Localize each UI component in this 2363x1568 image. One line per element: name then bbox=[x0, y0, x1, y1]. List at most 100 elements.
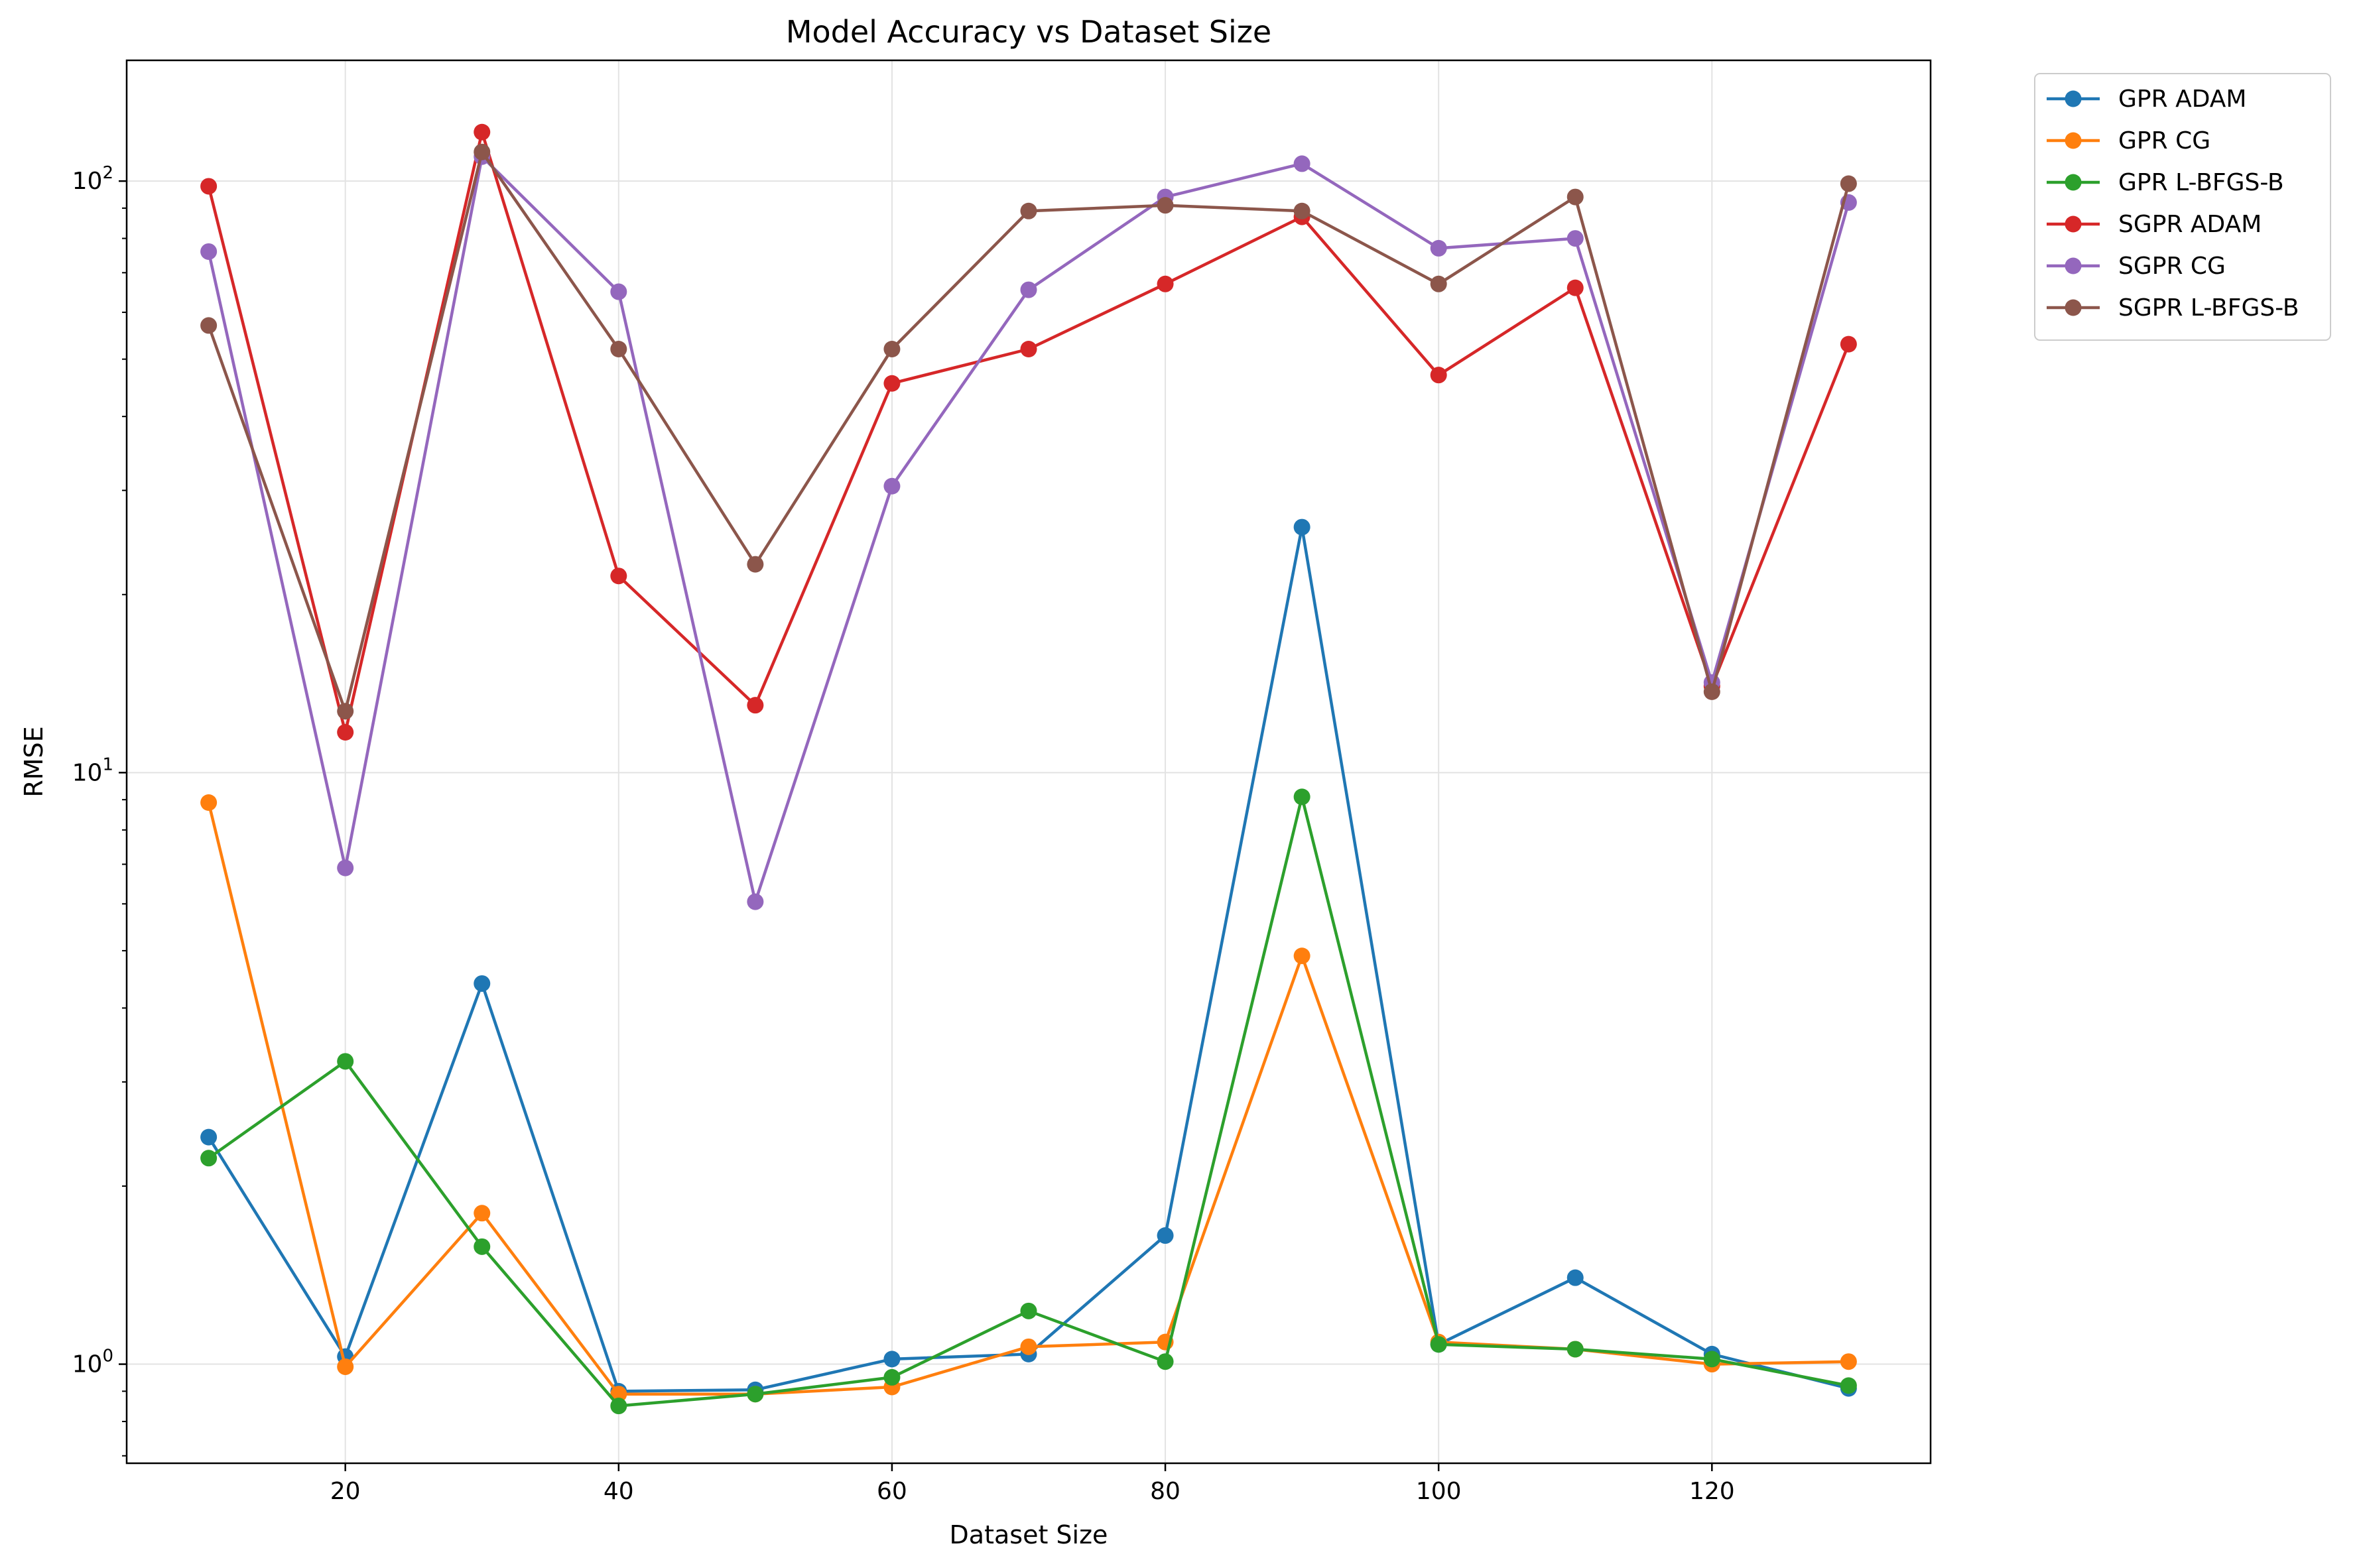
data-point bbox=[200, 178, 218, 195]
data-point bbox=[474, 143, 491, 160]
data-point bbox=[610, 341, 627, 358]
data-point bbox=[1566, 279, 1584, 296]
legend-label: SGPR ADAM bbox=[2118, 211, 2262, 238]
y-tick-exponent: 1 bbox=[102, 754, 113, 774]
data-point bbox=[1157, 197, 1174, 214]
legend-entry: GPR CG bbox=[2047, 127, 2210, 154]
data-point bbox=[1293, 155, 1310, 172]
data-point bbox=[883, 1368, 901, 1386]
data-point bbox=[1840, 1377, 1857, 1394]
data-point bbox=[1566, 1341, 1584, 1358]
legend-entry: SGPR CG bbox=[2047, 253, 2226, 280]
data-point bbox=[1430, 367, 1447, 384]
legend-entry: GPR L-BFGS-B bbox=[2047, 169, 2284, 196]
data-point bbox=[610, 1386, 627, 1403]
x-tick-label: 80 bbox=[1150, 1478, 1181, 1505]
chart-title: Model Accuracy vs Dataset Size bbox=[786, 14, 1271, 50]
data-point bbox=[1430, 1336, 1447, 1353]
grid bbox=[127, 60, 1931, 1463]
data-point bbox=[747, 697, 764, 714]
data-point bbox=[1840, 1353, 1857, 1370]
x-axis-label: Dataset Size bbox=[950, 1520, 1108, 1549]
data-point bbox=[883, 375, 901, 392]
data-point bbox=[747, 556, 764, 573]
data-point bbox=[1157, 1227, 1174, 1244]
y-tick-base: 10 bbox=[72, 168, 103, 195]
plot-area bbox=[125, 59, 1932, 1465]
x-tick-label: 120 bbox=[1689, 1478, 1735, 1505]
x-tick-label: 100 bbox=[1416, 1478, 1462, 1505]
legend-label: GPR ADAM bbox=[2118, 86, 2246, 113]
data-point bbox=[337, 703, 354, 720]
x-tick-label: 20 bbox=[330, 1478, 361, 1505]
legend: GPR ADAM GPR CG GPR L-BFGS-B SGPR ADAM SGPR … bbox=[2034, 73, 2331, 341]
data-point bbox=[883, 341, 901, 358]
y-tick-base: 10 bbox=[72, 1351, 103, 1378]
data-point bbox=[200, 1128, 218, 1146]
data-point bbox=[1566, 1269, 1584, 1286]
legend-swatch-marker bbox=[2065, 257, 2082, 274]
data-point bbox=[610, 568, 627, 585]
data-point bbox=[1020, 1302, 1037, 1319]
data-point bbox=[1293, 518, 1310, 536]
data-point bbox=[474, 1238, 491, 1255]
y-tick-label: 101 bbox=[72, 754, 113, 786]
data-point bbox=[200, 1150, 218, 1167]
series-layer bbox=[200, 123, 1857, 1415]
legend-swatch-marker bbox=[2065, 132, 2082, 149]
data-point bbox=[883, 1351, 901, 1368]
legend-entry: SGPR ADAM bbox=[2047, 211, 2262, 238]
data-point bbox=[200, 794, 218, 811]
legend-label: GPR L-BFGS-B bbox=[2118, 169, 2284, 196]
data-point bbox=[1840, 335, 1857, 353]
y-axis-label: RMSE bbox=[19, 726, 48, 797]
data-point bbox=[200, 243, 218, 260]
series-sgpr-l-bfgs-b bbox=[200, 143, 1857, 720]
legend-label: SGPR L-BFGS-B bbox=[2118, 294, 2299, 322]
y-tick-base: 10 bbox=[72, 759, 103, 786]
legend-swatch-marker bbox=[2065, 90, 2082, 107]
data-point bbox=[1293, 947, 1310, 965]
y-tick-label: 102 bbox=[72, 163, 113, 195]
data-point bbox=[474, 1205, 491, 1222]
legend-label: GPR CG bbox=[2118, 127, 2210, 154]
legend-swatch-marker bbox=[2065, 299, 2082, 316]
legend-swatch-marker bbox=[2065, 215, 2082, 233]
legend-frame bbox=[2034, 73, 2331, 341]
data-point bbox=[610, 283, 627, 300]
legend-entry: SGPR L-BFGS-B bbox=[2047, 294, 2299, 322]
y-tick-exponent: 0 bbox=[102, 1347, 113, 1366]
data-point bbox=[883, 477, 901, 495]
data-point bbox=[1703, 683, 1720, 700]
y-tick-label: 100 bbox=[72, 1347, 113, 1378]
data-point bbox=[474, 975, 491, 992]
data-point bbox=[1566, 230, 1584, 247]
data-point bbox=[337, 724, 354, 741]
y-tick-exponent: 2 bbox=[102, 163, 113, 183]
data-point bbox=[1430, 239, 1447, 257]
data-point bbox=[747, 1386, 764, 1403]
data-point bbox=[1430, 275, 1447, 292]
data-point bbox=[337, 1053, 354, 1070]
data-point bbox=[337, 859, 354, 876]
x-tick-label: 60 bbox=[877, 1478, 907, 1505]
data-point bbox=[474, 123, 491, 141]
data-point bbox=[1020, 281, 1037, 298]
data-point bbox=[1566, 188, 1584, 206]
data-point bbox=[610, 1398, 627, 1415]
data-point bbox=[337, 1358, 354, 1375]
data-point bbox=[1157, 275, 1174, 292]
x-tick-label: 40 bbox=[604, 1478, 634, 1505]
series-gpr-l-bfgs-b bbox=[200, 788, 1857, 1415]
data-point bbox=[1157, 1353, 1174, 1370]
data-point bbox=[1020, 202, 1037, 219]
legend-entry: GPR ADAM bbox=[2047, 86, 2246, 113]
data-point bbox=[1840, 175, 1857, 192]
data-point bbox=[1293, 202, 1310, 219]
data-point bbox=[1703, 1351, 1720, 1368]
data-point bbox=[1020, 341, 1037, 358]
data-point bbox=[1020, 1338, 1037, 1355]
legend-label: SGPR CG bbox=[2118, 253, 2226, 280]
